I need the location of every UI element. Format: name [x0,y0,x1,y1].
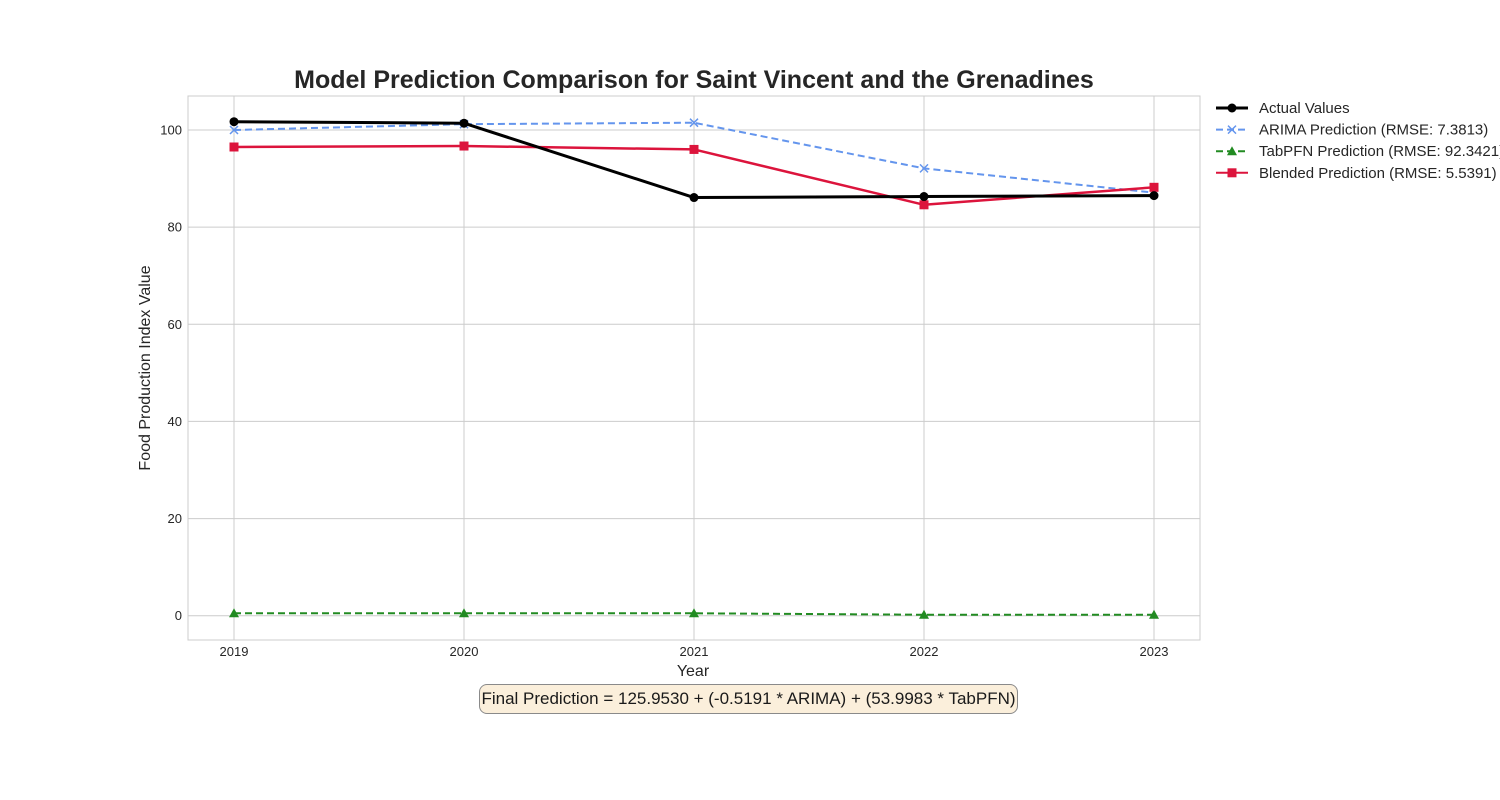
marker-circle [689,193,699,203]
y-tick-label: 40 [168,414,182,429]
marker-x [229,125,239,135]
marker-circle [1227,103,1237,113]
x-axis-label: Year [677,663,710,680]
marker-square [1227,168,1237,178]
marker-circle [229,117,239,127]
x-tick-label: 2020 [450,644,479,659]
legend-label: Blended Prediction (RMSE: 5.5391) [1259,165,1497,182]
legend-label: ARIMA Prediction (RMSE: 7.3813) [1259,122,1488,139]
legend: Actual Values ARIMA Prediction (RMSE: 7.3… [1216,100,1500,182]
marker-x [919,163,929,173]
marker-square [459,141,469,151]
marker-triangle [689,608,699,618]
x-tick-label: 2022 [910,644,939,659]
y-tick-label: 100 [160,123,182,138]
marker-x [689,118,699,128]
series-0 [229,117,1159,203]
marker-triangle [459,608,469,618]
marker-circle [459,118,469,128]
marker-square [919,200,929,210]
marker-circle [919,192,929,202]
final-prediction-formula: Final Prediction = 125.9530 + (-0.5191 *… [479,684,1018,714]
marker-triangle [1227,146,1237,156]
x-tick-labels: 2019 2020 2021 2022 2023 [220,644,1169,659]
marker-triangle [229,608,239,618]
series-2 [229,608,1159,619]
series-layer [229,117,1159,619]
marker-square [689,144,699,154]
marker-triangle [1149,609,1159,619]
series-3 [229,141,1159,210]
x-tick-label: 2023 [1140,644,1169,659]
marker-square [229,142,239,152]
x-tick-label: 2019 [220,644,249,659]
legend-label: Actual Values [1259,100,1350,117]
y-axis-label: Food Production Index Value [137,265,154,470]
y-tick-label: 60 [168,317,182,332]
y-tick-label: 20 [168,511,182,526]
marker-square [1149,182,1159,192]
marker-x [1227,125,1237,135]
chart-title: Model Prediction Comparison for Saint Vi… [294,66,1094,94]
x-tick-label: 2021 [680,644,709,659]
y-tick-label: 80 [168,220,182,235]
legend-label: TabPFN Prediction (RMSE: 92.3421) [1259,143,1500,160]
y-tick-labels: 0 20 40 60 80 100 [160,123,182,624]
y-tick-label: 0 [175,608,182,623]
marker-circle [1149,191,1159,201]
series-line [233,121,1155,194]
marker-triangle [919,609,929,619]
